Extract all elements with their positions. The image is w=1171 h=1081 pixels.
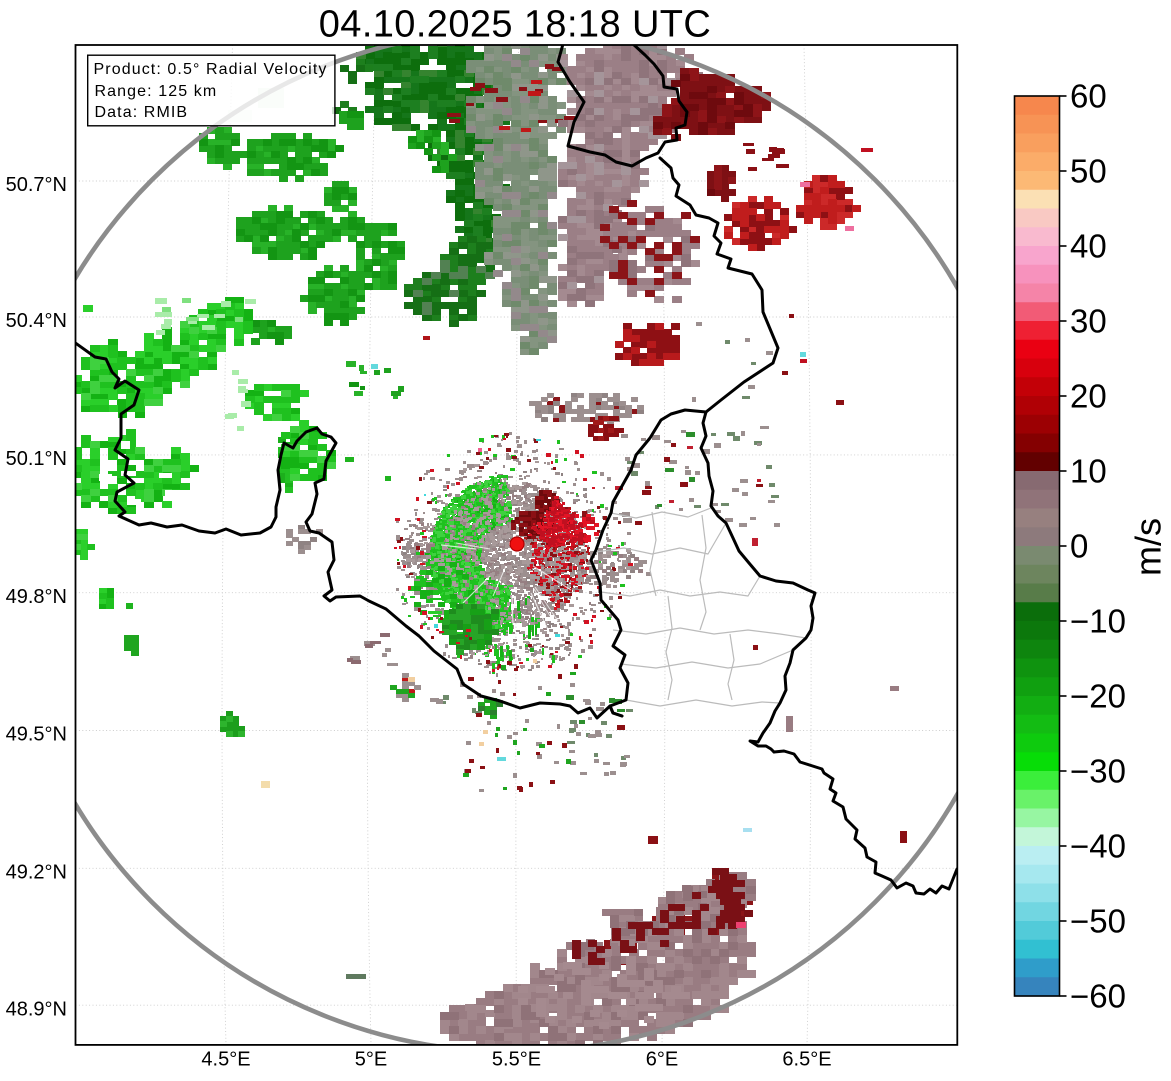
svg-text:48.9°N: 48.9°N: [6, 998, 67, 1020]
svg-text:−30: −30: [1070, 753, 1126, 790]
svg-text:5°E: 5°E: [355, 1049, 387, 1071]
svg-text:Product: 0.5° Radial Velocity: Product: 0.5° Radial Velocity: [94, 61, 328, 78]
svg-text:−10: −10: [1070, 603, 1126, 640]
svg-text:50: 50: [1070, 153, 1107, 190]
svg-text:10: 10: [1070, 453, 1107, 490]
svg-text:6°E: 6°E: [646, 1049, 678, 1071]
svg-text:49.5°N: 49.5°N: [6, 724, 67, 746]
svg-text:50.1°N: 50.1°N: [6, 448, 67, 470]
svg-text:49.8°N: 49.8°N: [6, 586, 67, 608]
svg-text:04.10.2025 18:18 UTC: 04.10.2025 18:18 UTC: [319, 4, 712, 46]
svg-text:49.2°N: 49.2°N: [6, 861, 67, 883]
svg-text:4.5°E: 4.5°E: [201, 1049, 250, 1071]
svg-text:m/s: m/s: [1128, 518, 1169, 576]
svg-text:30: 30: [1070, 303, 1107, 340]
svg-text:−20: −20: [1070, 678, 1126, 715]
svg-text:5.5°E: 5.5°E: [492, 1049, 541, 1071]
svg-text:40: 40: [1070, 228, 1107, 265]
svg-text:Data: RMIB: Data: RMIB: [95, 104, 189, 121]
svg-text:20: 20: [1070, 378, 1107, 415]
svg-text:Range: 125 km: Range: 125 km: [95, 83, 218, 100]
svg-text:0: 0: [1070, 528, 1088, 565]
svg-text:−60: −60: [1070, 978, 1126, 1015]
svg-text:50.4°N: 50.4°N: [6, 310, 67, 332]
svg-text:60: 60: [1070, 78, 1107, 115]
svg-text:50.7°N: 50.7°N: [6, 174, 67, 196]
svg-text:−50: −50: [1070, 903, 1126, 940]
svg-text:6.5°E: 6.5°E: [782, 1049, 831, 1071]
svg-text:−40: −40: [1070, 828, 1126, 865]
